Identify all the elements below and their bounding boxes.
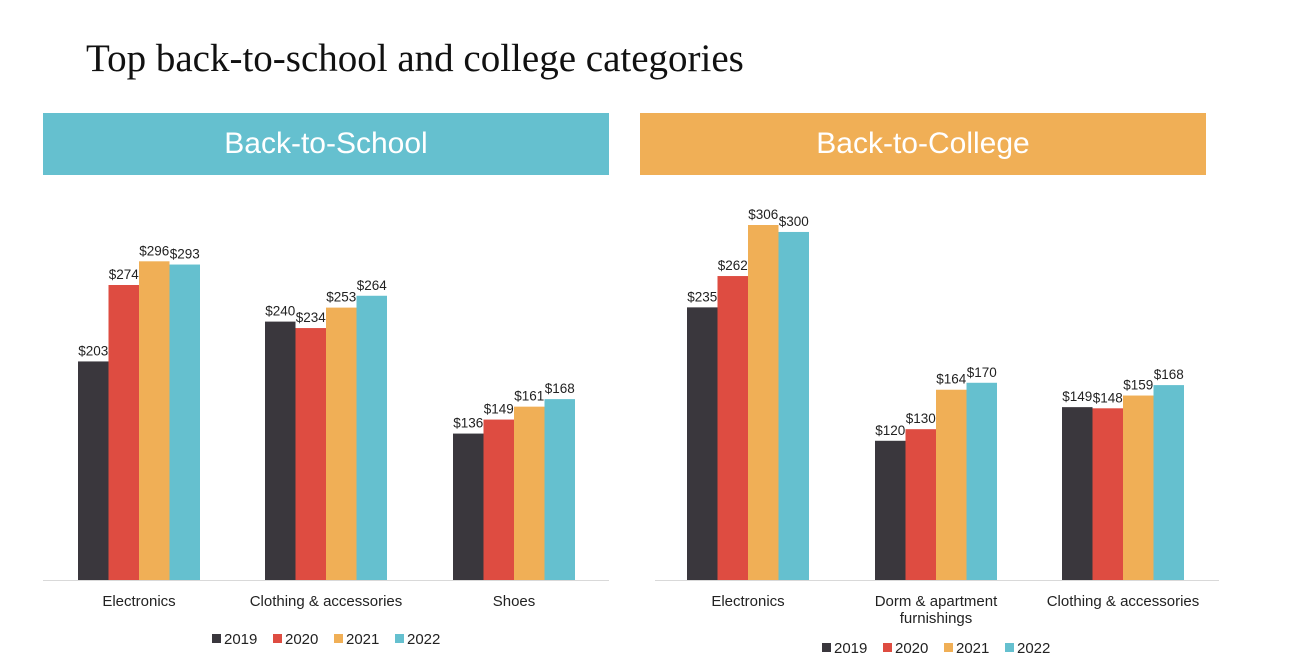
- school-label-shoes-2021: $161: [514, 389, 544, 404]
- college-label-electronics-2019: $235: [687, 289, 717, 304]
- back-to-school-header: Back-to-School: [43, 113, 609, 175]
- college-category-electronics: Electronics: [711, 593, 784, 610]
- school-label-clothing-and-accessories-2020: $234: [296, 310, 327, 325]
- school-bar-clothing-and-accessories-2020: [295, 328, 326, 580]
- school-label-shoes-2019: $136: [453, 416, 483, 431]
- school-legend-label-2021: 2021: [346, 631, 379, 648]
- school-label-electronics-2021: $296: [139, 243, 169, 258]
- college-legend-swatch-2019: [822, 643, 831, 652]
- college-label-electronics-2022: $300: [779, 214, 809, 229]
- college-legend-label-2021: 2021: [956, 640, 989, 657]
- college-legend-label-2020: 2020: [895, 640, 928, 657]
- college-bar-dorm-and-apartment-furnishings-2022: [966, 382, 997, 580]
- school-bar-shoes-2021: [514, 406, 545, 580]
- school-label-clothing-and-accessories-2019: $240: [265, 304, 295, 319]
- school-bar-electronics-2021: [139, 261, 170, 580]
- college-bar-electronics-2021: [748, 225, 779, 580]
- college-label-dorm-and-apartment-furnishings-2021: $164: [936, 372, 967, 387]
- college-legend-swatch-2020: [883, 643, 892, 652]
- college-legend-label-2019: 2019: [834, 640, 867, 657]
- school-label-electronics-2022: $293: [170, 247, 200, 262]
- school-bar-clothing-and-accessories-2021: [326, 307, 357, 580]
- college-bar-electronics-2022: [778, 231, 809, 580]
- college-bar-clothing-and-accessories-2019: [1062, 407, 1093, 580]
- back-to-college-header: Back-to-College: [640, 113, 1206, 175]
- college-bar-dorm-and-apartment-furnishings-2021: [936, 389, 967, 580]
- page-title: Top back-to-school and college categorie…: [86, 37, 744, 80]
- school-bar-clothing-and-accessories-2022: [356, 295, 387, 580]
- college-label-dorm-and-apartment-furnishings-2022: $170: [967, 365, 997, 380]
- college-legend-swatch-2022: [1005, 643, 1014, 652]
- school-label-clothing-and-accessories-2021: $253: [326, 290, 356, 305]
- school-bar-electronics-2022: [169, 264, 200, 580]
- college-bar-clothing-and-accessories-2020: [1092, 408, 1123, 580]
- college-label-clothing-and-accessories-2021: $159: [1123, 378, 1153, 393]
- school-label-shoes-2022: $168: [545, 381, 575, 396]
- school-bar-shoes-2019: [453, 433, 484, 580]
- college-bar-dorm-and-apartment-furnishings-2020: [905, 429, 936, 580]
- school-bar-shoes-2022: [544, 399, 575, 580]
- college-label-clothing-and-accessories-2022: $168: [1154, 367, 1184, 382]
- college-bar-clothing-and-accessories-2021: [1123, 395, 1154, 580]
- college-label-clothing-and-accessories-2020: $148: [1093, 390, 1123, 405]
- college-bar-clothing-and-accessories-2022: [1153, 385, 1184, 580]
- college-legend-swatch-2021: [944, 643, 953, 652]
- school-category-electronics: Electronics: [102, 593, 175, 610]
- school-label-clothing-and-accessories-2022: $264: [357, 278, 388, 293]
- college-category-clothing-and-accessories: Clothing & accessories: [1047, 593, 1200, 610]
- college-label-electronics-2020: $262: [718, 258, 748, 273]
- school-bar-shoes-2020: [483, 419, 514, 580]
- school-bar-clothing-and-accessories-2019: [265, 321, 296, 580]
- school-legend-label-2022: 2022: [407, 631, 440, 648]
- school-legend-swatch-2020: [273, 634, 282, 643]
- school-legend-swatch-2019: [212, 634, 221, 643]
- college-label-dorm-and-apartment-furnishings-2019: $120: [875, 423, 905, 438]
- college-legend-label-2022: 2022: [1017, 640, 1050, 657]
- college-bar-electronics-2019: [687, 307, 718, 580]
- school-legend-swatch-2021: [334, 634, 343, 643]
- school-category-clothing-and-accessories: Clothing & accessories: [250, 593, 403, 610]
- school-legend-label-2020: 2020: [285, 631, 318, 648]
- college-bar-dorm-and-apartment-furnishings-2019: [875, 440, 906, 580]
- school-category-shoes: Shoes: [493, 593, 536, 610]
- school-bar-electronics-2019: [78, 361, 109, 580]
- school-label-electronics-2020: $274: [109, 267, 140, 282]
- school-legend-label-2019: 2019: [224, 631, 257, 648]
- college-label-clothing-and-accessories-2019: $149: [1062, 389, 1092, 404]
- school-legend-swatch-2022: [395, 634, 404, 643]
- school-bar-electronics-2020: [108, 284, 139, 580]
- college-label-electronics-2021: $306: [748, 207, 778, 222]
- school-label-shoes-2020: $149: [484, 402, 514, 417]
- college-label-dorm-and-apartment-furnishings-2020: $130: [906, 411, 936, 426]
- college-category-dorm-and-apartment-furnishings: Dorm & apartment furnishings: [875, 593, 998, 627]
- school-label-electronics-2019: $203: [78, 343, 108, 358]
- college-bar-electronics-2020: [717, 276, 748, 580]
